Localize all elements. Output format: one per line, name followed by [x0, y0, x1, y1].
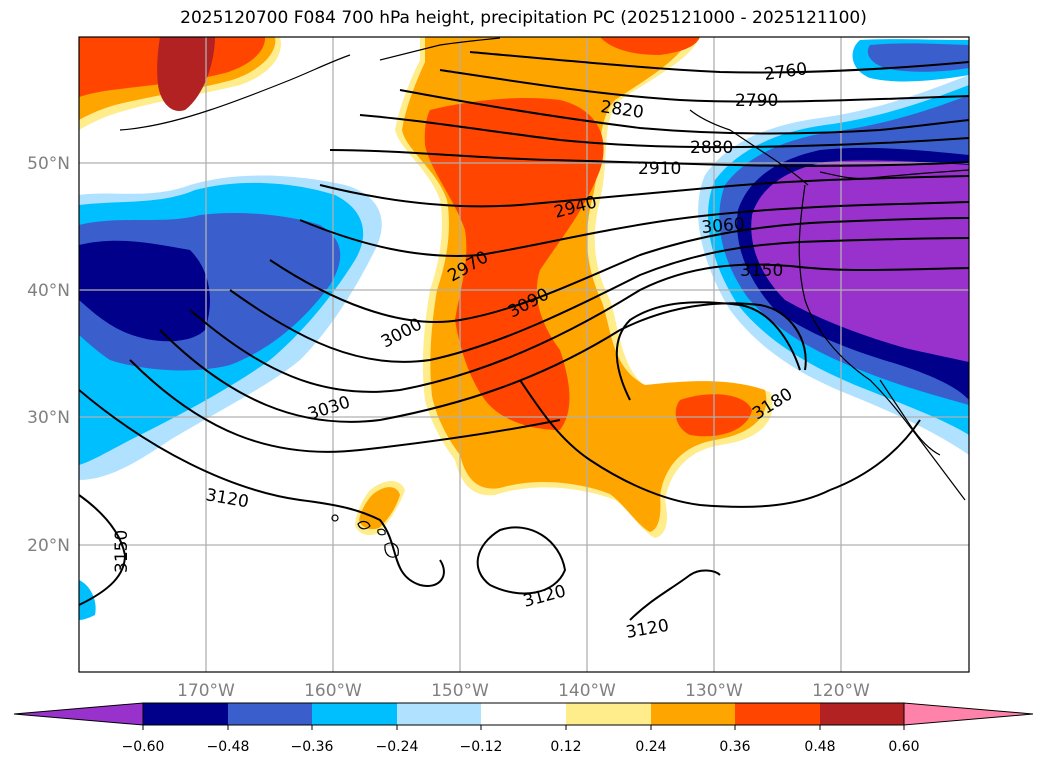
- colorbar-tick-10: 0.60: [888, 739, 919, 755]
- colorbar-bin-2: [228, 703, 312, 725]
- colorbar-bin-6: [566, 703, 651, 725]
- contour-label-3060: 3060: [701, 214, 746, 238]
- colorbar-tick-8: 0.36: [719, 739, 750, 755]
- map-frame: [78, 36, 970, 673]
- colorbar-bin-9: [820, 703, 904, 725]
- contour-label-2910: 2910: [638, 159, 681, 179]
- map-title: 2025120700 F084 700 hPa height, precipit…: [180, 8, 867, 28]
- colorbar-bin-4: [397, 703, 481, 725]
- colorbar-tick-7: 0.24: [635, 739, 666, 755]
- colorbar-bin-7: [651, 703, 735, 725]
- colorbar-bin-8: [735, 703, 820, 725]
- lon-label-170w: 170°W: [177, 681, 235, 701]
- colorbar-tick-3: −0.36: [291, 739, 334, 755]
- colorbar-tick-2: −0.48: [207, 739, 250, 755]
- lon-label-140w: 140°W: [558, 681, 616, 701]
- precipitation-field: [79, 37, 969, 672]
- colorbar-bin-1: [143, 703, 228, 725]
- contour-label-3150-west: 3150: [112, 530, 132, 573]
- longitude-labels: 170°W 160°W 150°W 140°W 130°W 120°W: [177, 681, 870, 701]
- colorbar-tick-9: 0.48: [804, 739, 835, 755]
- lat-label-40n: 40°N: [27, 281, 70, 301]
- lon-label-120w: 120°W: [812, 681, 870, 701]
- colorbar-tick-1: −0.60: [122, 739, 165, 755]
- lat-label-30n: 30°N: [27, 408, 70, 428]
- lon-label-150w: 150°W: [431, 681, 489, 701]
- colorbar-tick-5: −0.12: [460, 739, 503, 755]
- colorbar-bin-3: [312, 703, 397, 725]
- colorbar-extend-high: [903, 702, 1034, 726]
- lat-label-20n: 20°N: [27, 536, 70, 556]
- lon-label-130w: 130°W: [685, 681, 743, 701]
- lat-label-50n: 50°N: [27, 154, 70, 174]
- contour-label-3150-east: 3150: [740, 261, 783, 281]
- colorbar-bin-5: [481, 703, 566, 725]
- contour-label-2790: 2790: [735, 91, 778, 111]
- height-contours: [79, 51, 969, 621]
- lon-label-160w: 160°W: [304, 681, 362, 701]
- contour-label-2880: 2880: [690, 138, 733, 158]
- latitude-labels: 50°N 40°N 30°N 20°N: [27, 154, 70, 556]
- colorbar-tick-4: −0.24: [376, 739, 419, 755]
- graticule: [79, 37, 969, 672]
- colorbar: −0.60 −0.48 −0.36 −0.24 −0.12 0.12 0.24 …: [13, 702, 1034, 755]
- colorbar-extend-low: [13, 702, 144, 726]
- colorbar-tick-6: 0.12: [550, 739, 581, 755]
